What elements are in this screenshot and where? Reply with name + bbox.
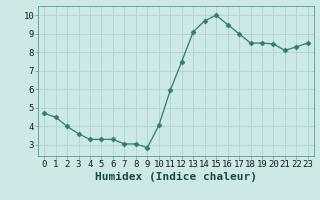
X-axis label: Humidex (Indice chaleur): Humidex (Indice chaleur) — [95, 172, 257, 182]
